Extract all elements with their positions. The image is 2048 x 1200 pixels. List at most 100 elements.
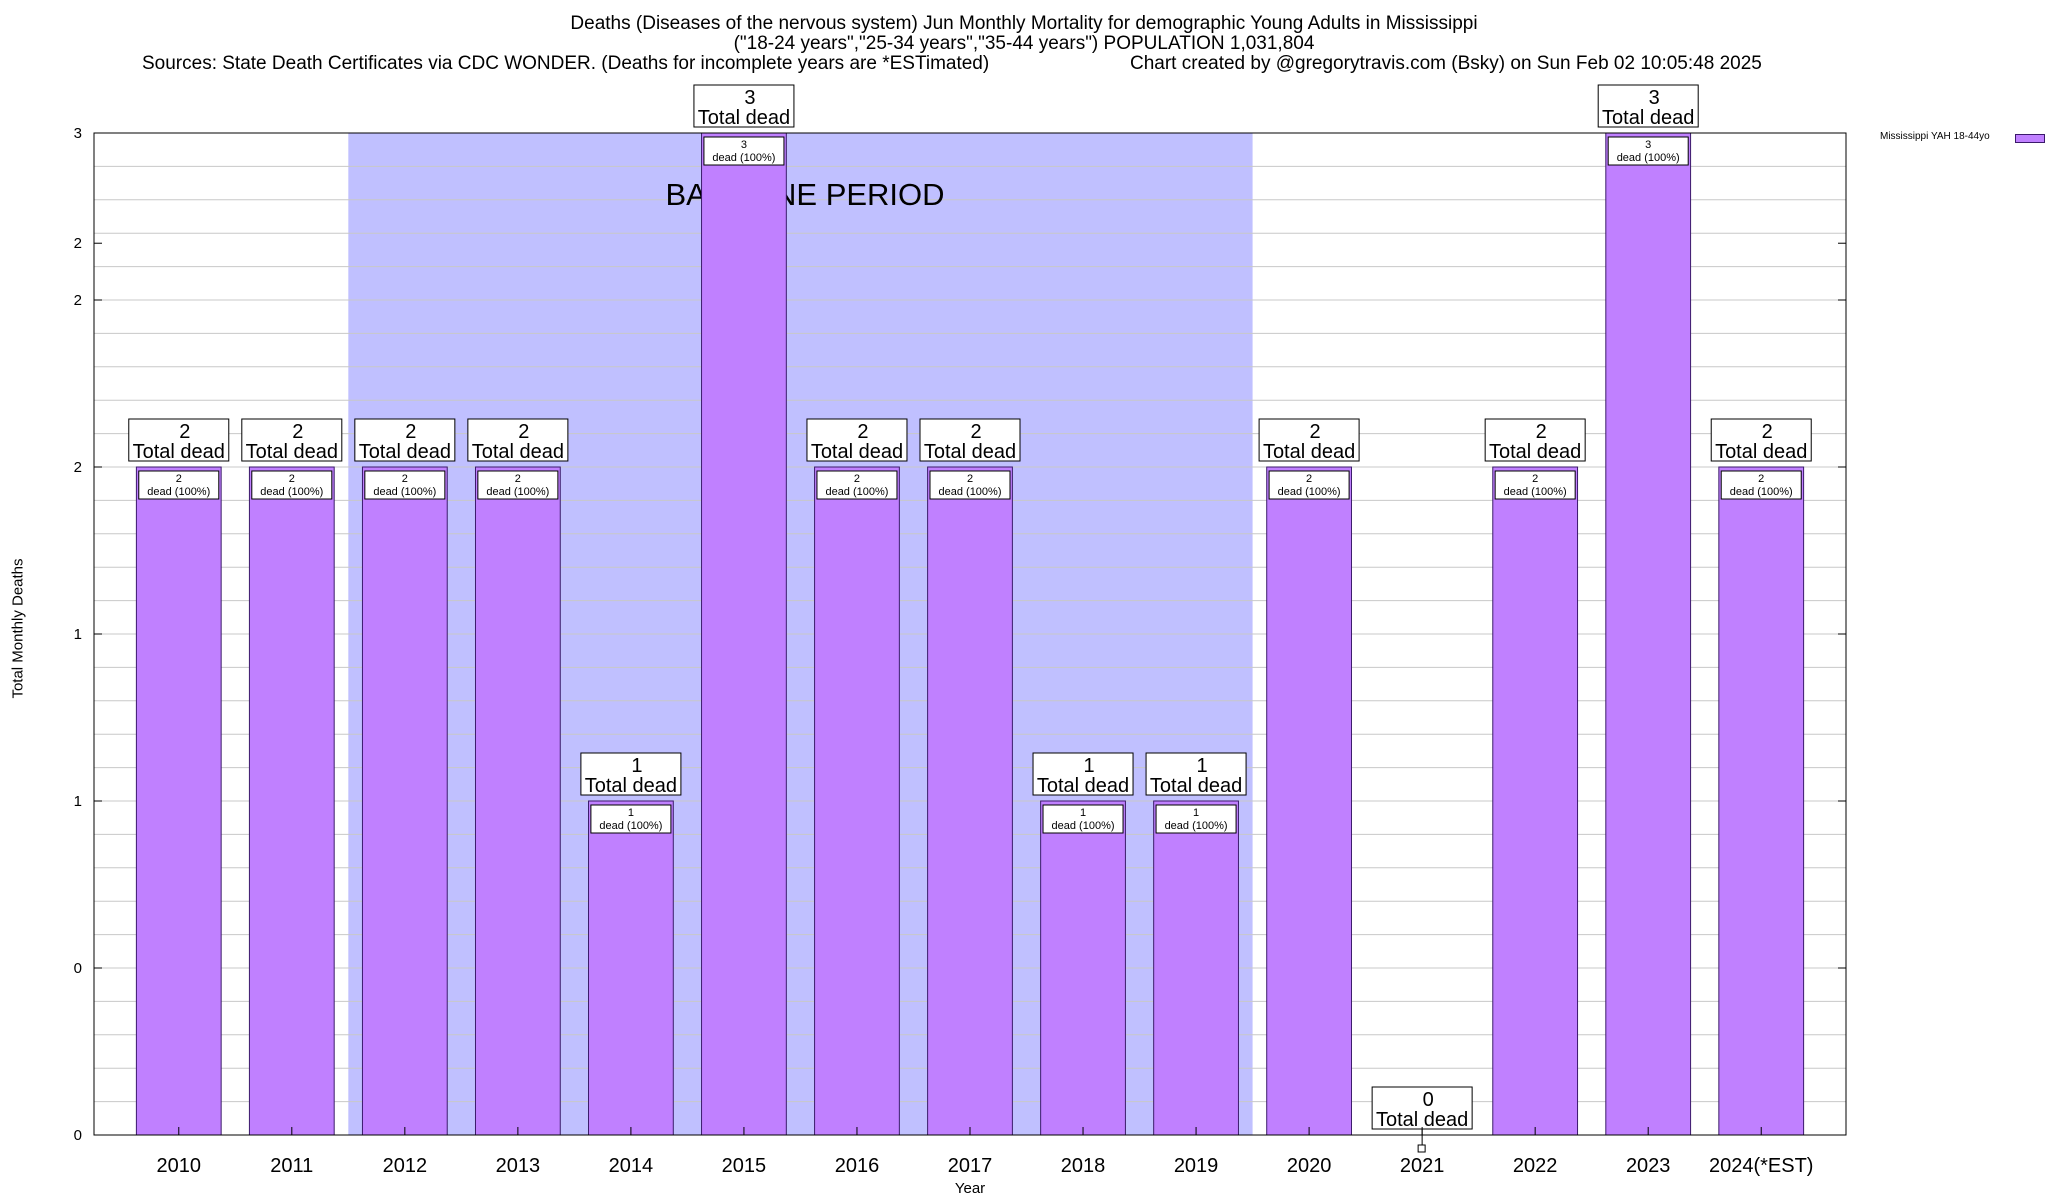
total-label-value: 2 (179, 421, 190, 443)
total-label-text: Total dead (472, 441, 564, 463)
bar-inner-label-text: dead (100%) (712, 152, 775, 164)
bar (814, 466, 900, 1136)
bar-inner-label-value: 1 (1080, 807, 1086, 819)
x-tick-label: 2019 (1174, 1155, 1219, 1177)
x-tick-label: 2016 (835, 1155, 880, 1177)
bar (361, 466, 448, 1136)
total-label-box (128, 418, 230, 462)
bar-inner-label-value: 2 (1532, 473, 1538, 485)
total-label-text: Total dead (1037, 775, 1129, 797)
x-tick-label: 2014 (609, 1155, 654, 1177)
bar-inner-label-value: 1 (628, 807, 634, 819)
total-label-text: Total dead (698, 107, 790, 129)
total-label-box (1032, 752, 1134, 796)
bar (135, 466, 222, 1136)
total-label-value: 1 (631, 755, 642, 777)
bar-inner-label-box (1607, 136, 1689, 166)
bar-inner-label-text: dead (100%) (599, 820, 662, 832)
y-axis-label: Total Monthly Deaths (9, 558, 27, 699)
legend-entry-label: Mississippi YAH 18-44yo (1880, 131, 1990, 142)
total-label-box (806, 418, 908, 462)
y-tick-label: 2 (74, 292, 82, 309)
x-tick-label: 2018 (1061, 1155, 1106, 1177)
total-label-box (1258, 418, 1360, 462)
legend-swatch (2015, 134, 2045, 143)
bar-inner-label-text: dead (100%) (1052, 820, 1115, 832)
bar (474, 466, 561, 1136)
x-tick-label: 2011 (270, 1155, 313, 1177)
y-tick-label: 0 (74, 960, 82, 977)
bar-inner-label-box (364, 470, 446, 500)
total-label-box (693, 84, 795, 128)
y-tick-label: 1 (74, 626, 82, 643)
total-label-value: 3 (1649, 87, 1660, 109)
bar (927, 466, 1013, 1136)
bar (701, 132, 787, 1136)
bar (1492, 466, 1579, 1136)
total-label-box (1371, 1086, 1473, 1130)
total-label-value: 1 (1197, 755, 1208, 777)
bar-inner-label-text: dead (100%) (1617, 152, 1680, 164)
total-label-text: Total dead (811, 441, 903, 463)
bar-inner-label-box (703, 136, 785, 166)
bar-inner-label-box (251, 470, 333, 500)
total-label-box (241, 418, 343, 462)
total-label-box (919, 418, 1021, 462)
y-tick-label: 2 (74, 235, 82, 252)
bar-inner-label-value: 2 (967, 473, 973, 485)
bar-inner-label-text: dead (100%) (1504, 486, 1567, 498)
total-label-value: 2 (857, 421, 868, 443)
x-axis-label: Year (954, 1180, 986, 1197)
total-label-value: 2 (1762, 421, 1773, 443)
total-label-box (1710, 418, 1812, 462)
bar-inner-label-value: 2 (176, 473, 182, 485)
bar-inner-label-value: 2 (289, 473, 295, 485)
total-label-value: 2 (970, 421, 981, 443)
bar-inner-label-value: 2 (854, 473, 860, 485)
x-tick-label: 2023 (1626, 1155, 1671, 1177)
bar-inner-label-text: dead (100%) (260, 486, 323, 498)
total-label-value: 2 (405, 421, 416, 443)
bar-inner-label-text: dead (100%) (1165, 820, 1228, 832)
total-label-value: 2 (518, 421, 529, 443)
bar-inner-label-value: 2 (1306, 473, 1312, 485)
y-tick-label: 3 (74, 125, 82, 142)
total-label-text: Total dead (133, 441, 225, 463)
total-label-text: Total dead (924, 441, 1016, 463)
chart-title: Deaths (Diseases of the nervous system) … (570, 13, 1478, 34)
y-tick-label: 1 (74, 793, 82, 810)
x-tick-label: 2012 (383, 1155, 428, 1177)
total-label-text: Total dead (1376, 1109, 1468, 1131)
total-label-text: Total dead (1715, 441, 1807, 463)
bar-inner-label-box (816, 470, 898, 500)
bar-inner-label-value: 3 (1645, 139, 1651, 151)
bar-inner-label-box (477, 470, 559, 500)
chart-subtitle: ("18-24 years","25-34 years","35-44 year… (733, 33, 1315, 54)
total-label-value: 3 (744, 87, 755, 109)
total-label-box (1145, 752, 1247, 796)
chart-credit: Chart created by @gregorytravis.com (Bsk… (1130, 53, 1762, 74)
x-tick-label: 2020 (1287, 1155, 1332, 1177)
bar-inner-label-box (138, 470, 220, 500)
bar-inner-label-value: 3 (741, 139, 747, 151)
bar (1718, 466, 1805, 1136)
bar-inner-label-box (1268, 470, 1350, 500)
total-label-box (467, 418, 569, 462)
x-tick-label: 2021 (1400, 1155, 1445, 1177)
total-label-text: Total dead (1602, 107, 1694, 129)
total-label-text: Total dead (246, 441, 338, 463)
x-tick-label: 2013 (496, 1155, 541, 1177)
total-label-box (1484, 418, 1586, 462)
chart-source: Sources: State Death Certificates via CD… (142, 53, 990, 74)
x-tick-label: 2024(*EST) (1709, 1155, 1814, 1177)
bar-inner-label-box (1042, 804, 1124, 834)
bar-inner-label-text: dead (100%) (147, 486, 210, 498)
bar (1605, 132, 1692, 1136)
total-label-text: Total dead (359, 441, 451, 463)
bar-inner-label-value: 2 (515, 473, 521, 485)
y-tick-label: 2 (74, 459, 82, 476)
total-label-box (354, 418, 456, 462)
bar-inner-label-text: dead (100%) (486, 486, 549, 498)
